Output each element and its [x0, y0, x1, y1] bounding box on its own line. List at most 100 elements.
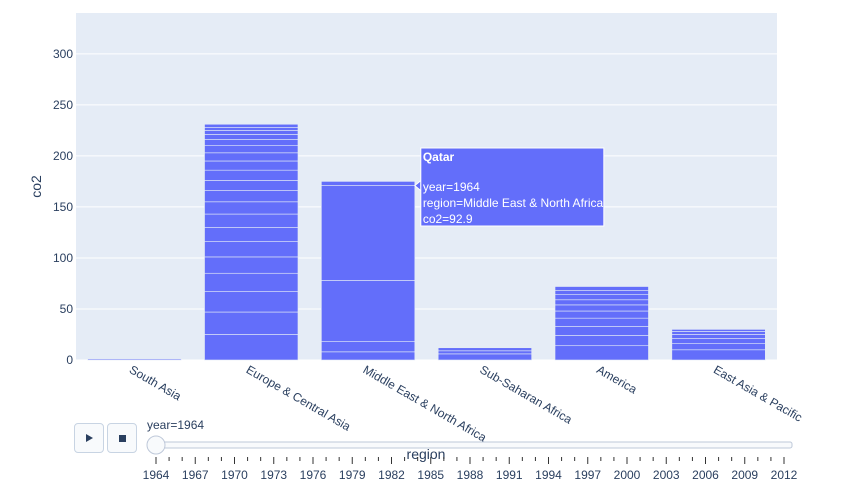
bar[interactable]	[671, 329, 766, 361]
slider-tick-label[interactable]: 2009	[731, 468, 758, 482]
hover-title: Qatar	[423, 150, 455, 164]
bar-segment[interactable]	[554, 286, 649, 291]
bar-segment[interactable]	[204, 291, 299, 313]
bar-segment[interactable]	[204, 272, 299, 292]
bar-segment[interactable]	[671, 329, 766, 332]
y-tick-label: 0	[66, 353, 73, 367]
bar-segment[interactable]	[554, 335, 649, 347]
bar-segment[interactable]	[437, 347, 532, 352]
y-tick-label: 200	[53, 149, 73, 163]
hover-line: co2=92.9	[423, 212, 473, 226]
x-tick-label: South Asia	[127, 362, 184, 403]
bar-segment[interactable]	[554, 299, 649, 306]
bar-segment[interactable]	[204, 145, 299, 154]
bar-segment[interactable]	[671, 349, 766, 361]
bar-segment[interactable]	[204, 227, 299, 242]
bar-segment[interactable]	[671, 343, 766, 351]
bar-segment[interactable]	[554, 290, 649, 295]
bars	[87, 123, 766, 361]
slider-tick-label[interactable]: 1976	[300, 468, 327, 482]
bar-segment[interactable]	[204, 213, 299, 228]
slider-tick-label[interactable]: 1979	[339, 468, 366, 482]
bar-segment[interactable]	[204, 180, 299, 191]
slider-tick-label[interactable]: 1964	[143, 468, 170, 482]
bar[interactable]	[204, 123, 299, 361]
slider-tick-label[interactable]: 1973	[260, 468, 287, 482]
slider-rail[interactable]	[147, 441, 793, 449]
slider-tick-label[interactable]: 2006	[692, 468, 719, 482]
bar-segment[interactable]	[321, 351, 416, 361]
year-slider: 1964 1967 1970 1973 1976 1979 1982 1985 1988 1991…	[143, 435, 798, 482]
x-tick-label: Sub-Saharan Africa	[477, 362, 574, 426]
grid-lines	[76, 53, 777, 361]
hover-line: year=1964	[423, 180, 480, 194]
slider-tick-label[interactable]: 1988	[457, 468, 484, 482]
hover-tooltip: Qatar year=1964 region=Middle East & North…	[414, 147, 605, 227]
slider-tick-label[interactable]: 1991	[496, 468, 523, 482]
bar-segment[interactable]	[671, 331, 766, 335]
bar-segment[interactable]	[437, 353, 532, 361]
x-tick-label: America	[594, 362, 639, 396]
bar-segment[interactable]	[671, 334, 766, 339]
slider-tick-label[interactable]: 1997	[574, 468, 601, 482]
bar-segment[interactable]	[554, 345, 649, 361]
bar-segment[interactable]	[204, 334, 299, 361]
bar-segment[interactable]	[204, 127, 299, 131]
play-button[interactable]	[74, 423, 104, 453]
slider-tick-label[interactable]: 2003	[653, 468, 680, 482]
y-tick-label: 100	[53, 251, 73, 265]
bar-segment[interactable]	[554, 304, 649, 312]
bar-segment[interactable]	[321, 181, 416, 186]
slider-tick-label[interactable]: 1967	[182, 468, 209, 482]
y-tick-labels: 0 50 100 150 200 250 300	[53, 47, 73, 367]
bar-segment[interactable]	[204, 134, 299, 140]
stop-button[interactable]	[107, 423, 137, 453]
bar-segment[interactable]	[321, 341, 416, 353]
slider-tick-label[interactable]: 2012	[771, 468, 798, 482]
y-tick-label: 250	[53, 98, 73, 112]
bar-segment[interactable]	[671, 338, 766, 344]
bar[interactable]	[437, 347, 532, 361]
bar-segment[interactable]	[437, 350, 532, 355]
slider-tick-label[interactable]: 2000	[614, 468, 641, 482]
play-icon	[85, 434, 93, 442]
bar-segment[interactable]	[204, 169, 299, 181]
y-axis-title: co2	[28, 175, 44, 198]
x-tick-labels: South Asia Europe & Central Asia Middle Ea…	[127, 362, 805, 444]
slider-current-value: year=1964	[147, 418, 205, 432]
bar-segment[interactable]	[554, 294, 649, 301]
bar-segment[interactable]	[204, 130, 299, 135]
slider-tick-label[interactable]: 1985	[417, 468, 444, 482]
y-tick-label: 50	[60, 302, 74, 316]
slider-tick-label[interactable]: 1994	[535, 468, 562, 482]
hover-line: region=Middle East & North Africa	[423, 196, 604, 210]
bar[interactable]	[87, 358, 182, 361]
slider-handle[interactable]	[146, 435, 166, 455]
slider-tick-label[interactable]: 1970	[221, 468, 248, 482]
y-tick-label: 150	[53, 200, 73, 214]
bar-segment[interactable]	[554, 310, 649, 319]
bar-segment[interactable]	[204, 256, 299, 274]
stop-icon	[118, 434, 126, 442]
bar-segment[interactable]	[204, 241, 299, 258]
bar-segment[interactable]	[204, 190, 299, 203]
x-tick-label: Middle East & North Africa	[361, 362, 490, 444]
bar-segment[interactable]	[204, 152, 299, 162]
y-tick-label: 300	[53, 47, 73, 61]
bar-segment[interactable]	[204, 123, 299, 128]
bar-segment[interactable]	[321, 280, 416, 342]
bar-segment[interactable]	[554, 317, 649, 327]
bar-segment[interactable]	[204, 201, 299, 215]
bar[interactable]	[321, 181, 416, 361]
bar[interactable]	[554, 286, 649, 361]
x-tick-label: East Asia & Pacific	[711, 362, 805, 424]
x-axis-title: region	[407, 446, 446, 462]
bar-segment[interactable]	[204, 160, 299, 171]
bar-segment[interactable]	[321, 185, 416, 281]
bar-segment[interactable]	[204, 311, 299, 335]
bar-segment[interactable]	[87, 358, 182, 361]
slider-tick-label[interactable]: 1982	[378, 468, 405, 482]
bar-segment[interactable]	[554, 326, 649, 336]
bar-segment[interactable]	[204, 139, 299, 146]
